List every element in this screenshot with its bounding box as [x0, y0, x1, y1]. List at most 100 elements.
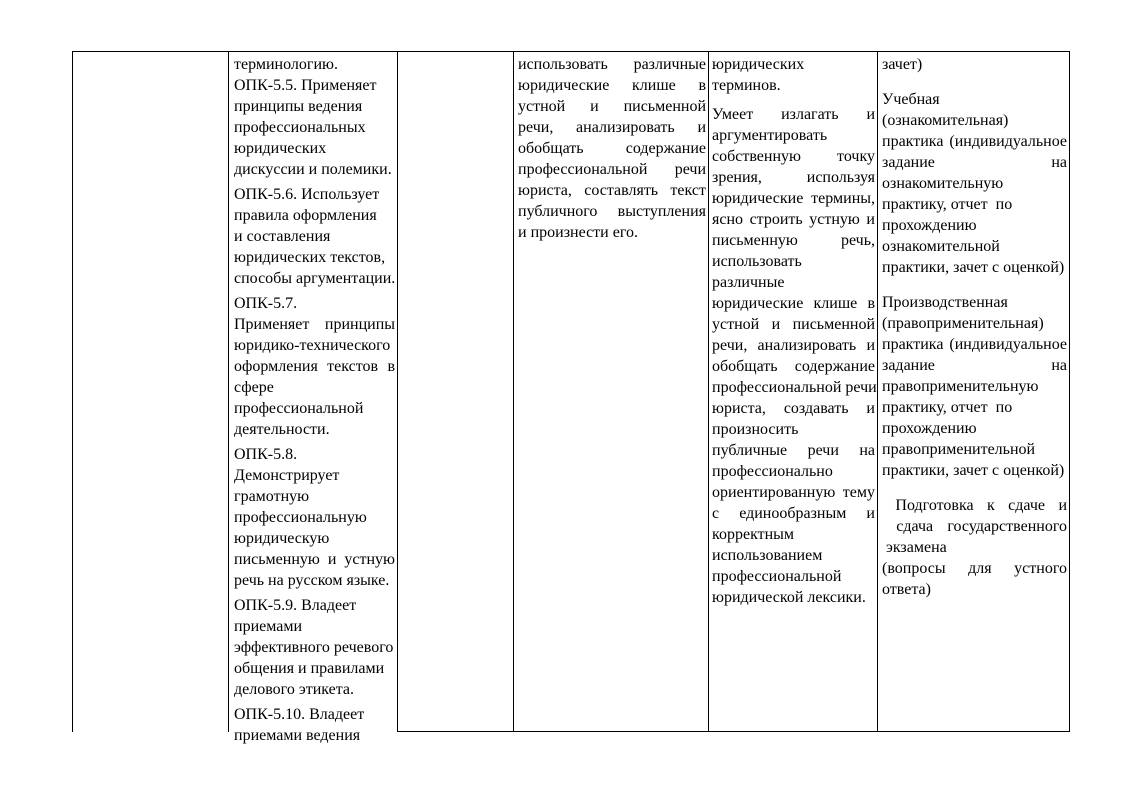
text-line: практику, отчет по	[882, 399, 1013, 416]
text-line: Учебная	[882, 91, 940, 108]
text-line: и произнести его.	[518, 224, 638, 241]
competency-table: терминологию. ОПК-5.5. Применяет принципы …	[72, 51, 1070, 744]
text-line: корректным	[712, 526, 795, 543]
text-line: практика (индивидуальное	[882, 133, 1067, 150]
text-line: обобщать содержание	[518, 140, 706, 157]
text-line: юридическую	[234, 530, 330, 547]
text-line: задание на	[882, 154, 1067, 171]
text-line: общения и правилами	[234, 660, 385, 677]
text-line: устной и письменной	[518, 98, 706, 115]
text-line: ознакомительной	[882, 238, 1000, 255]
text-line: Подготовка к сдаче и	[882, 497, 1067, 514]
text-line: юридические термины,	[712, 190, 875, 207]
text-line: ОПК-5.7.	[234, 295, 298, 312]
table-cell-skills-umet: использовать различные юридические клише …	[513, 51, 708, 732]
text-line: практику, отчет по	[882, 196, 1013, 213]
text-line: юридико-технического	[234, 337, 391, 354]
text-line: юридические клише в	[712, 295, 875, 312]
paragraph: ОПК-5.6. Использует правила оформления и с…	[234, 184, 395, 289]
text-line: профессиональных	[234, 119, 366, 136]
text-line: правоприменительную	[882, 378, 1039, 395]
text-line: юридической лексики.	[712, 589, 866, 606]
text-line: профессиональную	[234, 509, 367, 526]
text-line: деятельности.	[234, 421, 330, 438]
text-line: сдача государственного	[882, 518, 1067, 535]
text-line: приемами ведения	[234, 727, 361, 744]
text-line: аргументировать	[712, 127, 828, 144]
text-line: прохождению	[882, 420, 977, 437]
text-line: Демонстрирует	[234, 467, 340, 484]
paragraph: терминологию. ОПК-5.5. Применяет принципы …	[234, 54, 395, 180]
text-line: публичные речи на	[712, 442, 875, 459]
paragraph: ОПК-5.10. Владеет приемами ведения	[234, 704, 395, 746]
text-line: дискуссии и полемики.	[234, 161, 392, 178]
paragraph: ОПК-5.8. Демонстрирует грамотную профессион…	[234, 444, 395, 591]
text-line: делового этикета.	[234, 681, 355, 698]
paragraph: Производственная (правоприменительная) пра…	[882, 292, 1067, 481]
table-cell-empty-middle	[397, 51, 513, 732]
text-line: терминологию.	[234, 56, 338, 73]
text-line: профессиональной	[712, 568, 842, 585]
text-line: произносить	[712, 421, 799, 438]
text-line: юридических текстов,	[234, 249, 386, 266]
text-line: эффективного речевого	[234, 639, 394, 656]
text-line: различные	[712, 274, 785, 291]
text-line: публичного выступления	[518, 203, 706, 220]
text-line: прохождению	[882, 217, 977, 234]
paragraph: зачет)	[882, 54, 1067, 75]
paragraph: использовать различные юридические клише …	[518, 54, 706, 243]
text-line: приемами	[234, 618, 303, 635]
text-line: юриста, составлять текст	[518, 182, 706, 199]
text-line: (правоприменительная)	[882, 315, 1044, 332]
paragraph: ОПК-5.7. Применяет принципы юридико-технич…	[234, 293, 395, 440]
text-line: экзамена	[882, 539, 947, 556]
text-line: ОПК-5.10. Владеет	[234, 706, 365, 723]
text-line: способы аргументации.	[234, 270, 396, 287]
text-line: профессионально	[712, 463, 833, 480]
text-line: юридических	[234, 140, 327, 157]
table-cell-assessment-forms: зачет) Учебная (ознакомительная) практика (…	[877, 51, 1070, 732]
text-line: ОПК-5.5. Применяет	[234, 77, 377, 94]
table-cell-empty-left	[72, 51, 228, 732]
text-line: (вопросы для устного	[882, 560, 1067, 577]
text-line: терминов.	[712, 77, 781, 94]
text-line: письменную и устную	[234, 551, 395, 568]
text-line: ОПК-5.6. Использует	[234, 186, 380, 203]
text-line: использованием	[712, 547, 823, 564]
paragraph: Умеет излагать и аргументировать собственн…	[712, 104, 877, 608]
text-line: правоприменительной	[882, 441, 1036, 458]
text-line: письменную речь,	[712, 232, 875, 249]
text-line: ясно строить устную и	[712, 211, 875, 228]
text-line: практики, зачет с оценкой)	[882, 259, 1065, 276]
text-line: речи, анализировать и	[712, 337, 875, 354]
text-line: ответа)	[882, 581, 931, 598]
text-line: профессиональной речи	[712, 379, 877, 396]
text-line: зачет)	[882, 56, 923, 73]
text-line: и составления	[234, 228, 331, 245]
text-line: задание на	[882, 357, 1067, 374]
text-line: оформления текстов в	[234, 358, 395, 375]
text-line: правила оформления	[234, 207, 377, 224]
text-line: грамотную	[234, 488, 310, 505]
text-line: ознакомительную	[882, 175, 1004, 192]
text-line: юриста, создавать и	[712, 400, 875, 417]
text-line: с единообразным и	[712, 505, 875, 522]
text-line: принципы ведения	[234, 98, 363, 115]
paragraph: Учебная (ознакомительная) практика (индиви…	[882, 89, 1067, 278]
text-line: юридических	[712, 56, 805, 73]
text-line: профессиональной	[234, 400, 364, 417]
text-line: речь на русском языке.	[234, 572, 390, 589]
text-line: устной и письменной	[712, 316, 875, 333]
text-line: речи, анализировать и	[518, 119, 706, 136]
text-line: ОПК-5.9. Владеет	[234, 597, 357, 614]
text-line: использовать различные	[518, 56, 706, 73]
text-line: Умеет излагать и	[712, 106, 875, 123]
text-line: использовать	[712, 253, 802, 270]
text-line: ориентированную тему	[712, 484, 875, 501]
text-line: обобщать содержание	[712, 358, 875, 375]
text-line: юридические клише в	[518, 77, 706, 94]
text-line: практики, зачет с оценкой)	[882, 462, 1065, 479]
text-line: ОПК-5.8.	[234, 446, 298, 463]
text-line: (ознакомительная)	[882, 112, 1009, 129]
